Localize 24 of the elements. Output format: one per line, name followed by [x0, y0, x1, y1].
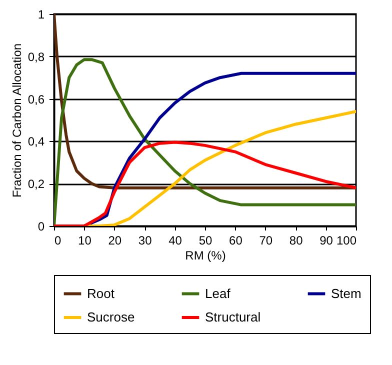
- y-tick-label: 1: [38, 8, 45, 22]
- x-tick-label: 40: [168, 234, 182, 248]
- legend-label: Leaf: [205, 286, 231, 301]
- y-tick-label: 0,8: [28, 50, 45, 64]
- y-axis-title: Fraction of Carbon Allocation: [10, 43, 24, 198]
- legend-label: Structural: [205, 310, 261, 324]
- x-tick-label: 20: [108, 234, 122, 248]
- legend-label: Root: [87, 286, 115, 301]
- x-tick-label: 90: [320, 234, 334, 248]
- x-tick-label: 60: [229, 234, 243, 248]
- x-tick-label: 100: [336, 234, 357, 248]
- x-tick-label: 50: [198, 234, 212, 248]
- legend-label: Stem: [331, 286, 362, 301]
- y-tick-label: 0,4: [28, 134, 45, 149]
- y-tick-label: 0,6: [28, 92, 45, 106]
- x-tick-label: 30: [138, 234, 152, 248]
- x-axis-title: RM (%): [185, 248, 226, 262]
- x-tick-label: 70: [259, 234, 273, 248]
- legend-label: Sucrose: [87, 310, 135, 324]
- x-tick-label: 80: [289, 234, 304, 248]
- y-tick-label: 0: [38, 220, 45, 234]
- x-tick-label: 10: [78, 234, 92, 248]
- y-tick-label: 0,2: [28, 177, 45, 192]
- x-tick-label: 0: [54, 234, 62, 248]
